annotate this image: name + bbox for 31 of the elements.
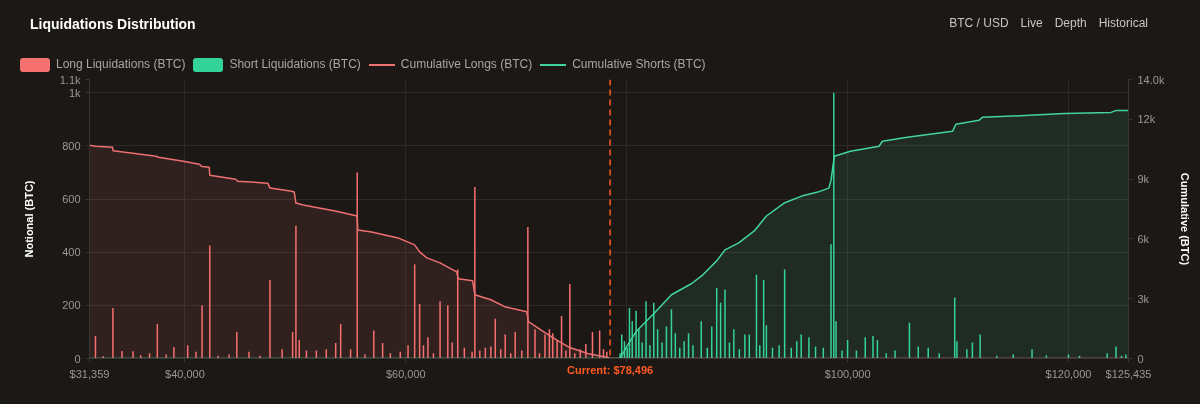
y2-tick-label: 9k bbox=[1137, 173, 1150, 186]
legend-label: Short Liquidations (BTC) bbox=[229, 57, 361, 72]
x-tick-label: $120,000 bbox=[1045, 367, 1092, 380]
ref-line-label: Current: $78,496 bbox=[566, 363, 654, 376]
legend-label: Long Liquidations (BTC) bbox=[56, 57, 186, 72]
chart-title: Liquidations Distribution bbox=[30, 15, 196, 34]
y-tick-label: 400 bbox=[62, 246, 81, 259]
y2-tick-label: 14.0k bbox=[1137, 73, 1165, 86]
text: Historical bbox=[1098, 16, 1148, 30]
x-tick-label: $125,435 bbox=[1105, 367, 1152, 380]
y-tick-label: 800 bbox=[62, 139, 81, 152]
text: Live bbox=[1020, 16, 1043, 30]
y2-tick-label: 3k bbox=[1137, 292, 1150, 305]
y2-tick-label: 6k bbox=[1137, 232, 1150, 245]
y2-axis-title: Cumulative (BTC) bbox=[1179, 172, 1192, 266]
x-tick-label: $40,000 bbox=[165, 367, 205, 380]
y-axis-title: Notional (BTC) bbox=[22, 180, 35, 258]
legend-label: Cumulative Shorts (BTC) bbox=[572, 57, 706, 72]
y-tick-label: 0 bbox=[74, 352, 81, 365]
legend-label: Cumulative Longs (BTC) bbox=[400, 57, 533, 72]
y-tick-label: 600 bbox=[62, 193, 81, 206]
y2-tick-label: 0 bbox=[1137, 352, 1144, 365]
y-tick-label: 1.1k bbox=[59, 73, 81, 86]
y-tick-label: 1k bbox=[68, 86, 81, 99]
text: Depth bbox=[1054, 16, 1087, 30]
x-tick-label: $100,000 bbox=[824, 367, 871, 380]
x-tick-label: $31,359 bbox=[69, 367, 110, 380]
x-tick-label: $60,000 bbox=[385, 367, 426, 380]
y-tick-label: 200 bbox=[62, 299, 81, 312]
y2-tick-label: 12k bbox=[1137, 113, 1156, 126]
text: BTC / USD bbox=[949, 16, 1009, 30]
